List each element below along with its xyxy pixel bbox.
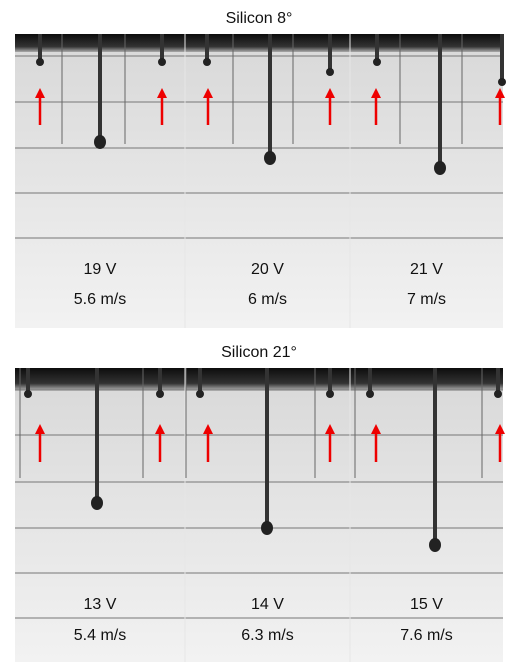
speed-label: 6.3 m/s xyxy=(241,627,293,644)
droplet xyxy=(264,151,276,165)
stub-tip xyxy=(326,390,334,398)
droplet xyxy=(261,521,273,535)
stub-tip xyxy=(36,58,44,66)
droplet xyxy=(91,496,103,510)
droplet xyxy=(94,135,106,149)
speed-label: 6 m/s xyxy=(248,291,287,308)
stub-tip xyxy=(203,58,211,66)
droplet xyxy=(429,538,441,552)
stub-tip xyxy=(158,58,166,66)
droplet xyxy=(434,161,446,175)
speed-label: 7.6 m/s xyxy=(400,627,452,644)
speed-label: 5.6 m/s xyxy=(74,291,126,308)
stub-tip xyxy=(156,390,164,398)
stub-tip xyxy=(326,68,334,76)
stub-tip xyxy=(196,390,204,398)
speed-label: 5.4 m/s xyxy=(74,627,126,644)
voltage-label: 14 V xyxy=(251,596,284,613)
figure-title: Silicon 8° xyxy=(226,10,293,27)
photo xyxy=(15,34,503,328)
dark-band xyxy=(15,34,503,52)
voltage-label: 15 V xyxy=(410,596,443,613)
stub-tip xyxy=(24,390,32,398)
figure-title: Silicon 21° xyxy=(221,344,297,361)
stub-tip xyxy=(366,390,374,398)
stub-tip xyxy=(373,58,381,66)
voltage-label: 20 V xyxy=(251,261,284,278)
voltage-label: 21 V xyxy=(410,261,443,278)
stub-tip xyxy=(498,78,506,86)
dark-band xyxy=(15,368,503,390)
speed-label: 7 m/s xyxy=(407,291,446,308)
voltage-label: 13 V xyxy=(84,596,117,613)
voltage-label: 19 V xyxy=(84,261,117,278)
figure: Silicon 8° Silicon 21° 19 V 5.6 m/s 20 V 6 … xyxy=(0,0,518,664)
stub-tip xyxy=(494,390,502,398)
